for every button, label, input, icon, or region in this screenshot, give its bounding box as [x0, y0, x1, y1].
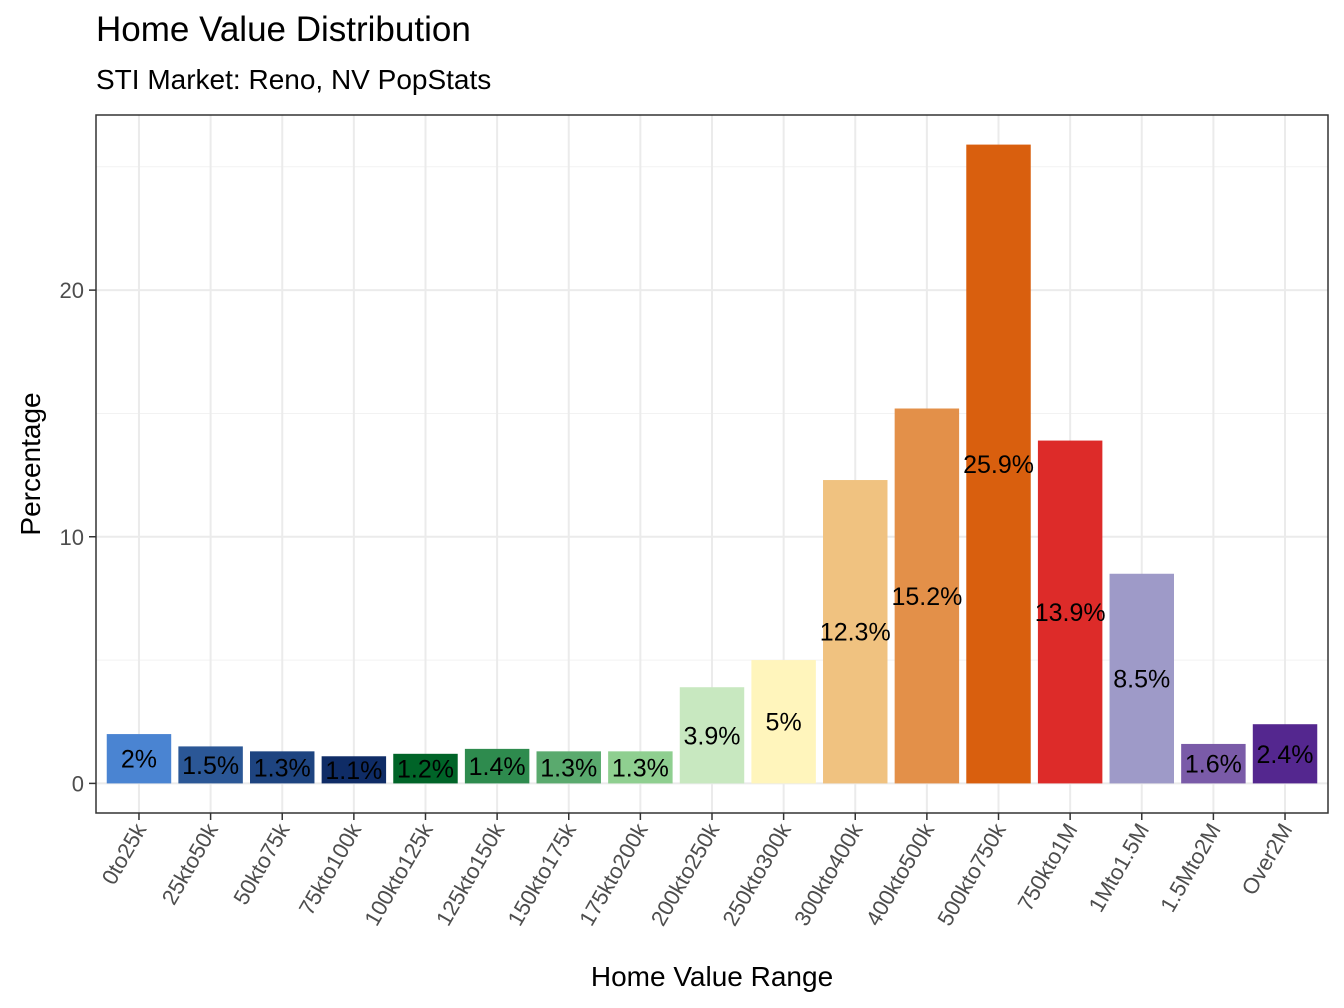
bar-0to25k	[106, 734, 172, 784]
bar-50kto75k	[250, 751, 315, 784]
bar-500kto750k	[966, 144, 1031, 784]
x-tick-label-150kto175k: 150kto175k	[503, 818, 582, 930]
x-tick-label-1Mto1.5M: 1Mto1.5M	[1084, 819, 1155, 916]
x-tick-label-175kto200k: 175kto200k	[574, 818, 653, 930]
y-tick-label: 10	[60, 525, 84, 550]
x-tick-label-75kto100k: 75kto100k	[294, 818, 367, 919]
bar-label-250kto300k: 5%	[766, 709, 802, 737]
x-axis: 0to25k 25kto50k 50kto75k 75kto100k100kto125…	[97, 813, 1298, 930]
x-tick-label-0to25k: 0to25k	[97, 818, 152, 889]
bar-label-0to25k: 2%	[121, 746, 157, 774]
x-tick-label-50kto75k: 50kto75k	[228, 818, 295, 909]
bar-Over2M	[1252, 724, 1318, 784]
x-tick-label-750kto1M: 750kto1M	[1013, 819, 1083, 915]
bar-1Mto1.5M	[1109, 573, 1174, 784]
bar-label-400kto500k: 15.2%	[891, 583, 962, 611]
x-tick-label-Over2M: Over2M	[1237, 819, 1298, 899]
bar-1.5Mto2M	[1181, 743, 1246, 784]
chart-subtitle: STI Market: Reno, NV PopStats	[96, 64, 492, 95]
x-tick-label-500kto750k: 500kto750k	[932, 818, 1011, 930]
bar-300kto400k	[823, 480, 888, 784]
x-tick-label-200kto250k: 200kto250k	[646, 818, 725, 930]
bar-125kto150k	[464, 748, 530, 784]
bar-200kto250k	[679, 687, 745, 784]
chart-title: Home Value Distribution	[96, 10, 471, 49]
bar-label-Over2M: 2.4%	[1257, 741, 1314, 769]
bar-150kto175k	[536, 751, 601, 784]
bar-label-175kto200k: 1.3%	[612, 754, 669, 782]
bar-label-150kto175k: 1.3%	[540, 754, 597, 782]
bar-label-100kto125k: 1.2%	[397, 756, 454, 784]
bar-250kto300k	[751, 660, 816, 784]
x-tick-label-300kto400k: 300kto400k	[789, 818, 868, 930]
x-axis-title: Home Value Range	[591, 961, 833, 992]
bar-label-750kto1M: 13.9%	[1035, 599, 1106, 627]
bar-175kto200k	[608, 751, 673, 784]
bar-75kto100k	[321, 756, 387, 784]
bar-label-75kto100k: 1.1%	[325, 757, 382, 785]
bar-label-300kto400k: 12.3%	[820, 619, 891, 647]
bar-label-50kto75k: 1.3%	[254, 754, 311, 782]
bar-label-200kto250k: 3.9%	[684, 722, 741, 750]
y-tick-label: 20	[60, 278, 84, 303]
bar-label-1Mto1.5M: 8.5%	[1113, 666, 1170, 694]
x-tick-label-1.5Mto2M: 1.5Mto2M	[1155, 819, 1226, 916]
y-axis-title: Percentage	[15, 392, 46, 535]
bar-label-500kto750k: 25.9%	[963, 451, 1034, 479]
bar-100kto125k	[393, 753, 458, 784]
x-tick-label-25kto50k: 25kto50k	[157, 818, 224, 909]
x-tick-label-400kto500k: 400kto500k	[861, 818, 940, 930]
bar-value-labels: 2% 1.5% 1.3% 1.1% 1.2% 1.4% 1.3% 1.3% 3.9% 5% 12.3…	[121, 451, 1314, 785]
bar-400kto500k	[894, 408, 960, 784]
x-tick-label-100kto125k: 100kto125k	[359, 818, 438, 930]
bars	[106, 144, 1318, 784]
bar-label-125kto150k: 1.4%	[469, 753, 526, 781]
bar-label-1.5Mto2M: 1.6%	[1185, 751, 1242, 779]
y-axis: 0 10 20	[60, 278, 96, 796]
y-tick-label: 0	[72, 771, 84, 796]
bar-750kto1M	[1037, 440, 1103, 784]
bar-label-25kto50k: 1.5%	[182, 752, 239, 780]
x-tick-label-250kto300k: 250kto300k	[717, 818, 796, 930]
x-tick-label-125kto150k: 125kto150k	[431, 818, 510, 930]
bar-25kto50k	[178, 746, 243, 784]
